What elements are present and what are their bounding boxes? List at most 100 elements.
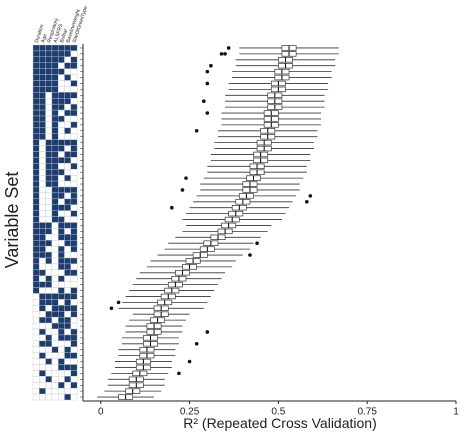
- heatmap-cell: [39, 387, 46, 395]
- heatmap-cell: [39, 346, 46, 353]
- heatmap-cell: [70, 109, 78, 117]
- heatmap-cell: [51, 370, 59, 377]
- heatmap-cell: [58, 346, 65, 353]
- heatmap-cell: [58, 210, 65, 217]
- heatmap-cell: [64, 328, 72, 336]
- heatmap-cell: [58, 169, 65, 176]
- heatmap-cell: [32, 358, 40, 365]
- heatmap-cell: [70, 133, 78, 140]
- heatmap-cell: [45, 228, 53, 235]
- heatmap-cell: [70, 352, 78, 359]
- heatmap-cell: [51, 387, 59, 395]
- heatmap-cell: [70, 163, 78, 170]
- heatmap-cell: [45, 198, 53, 205]
- heatmap-cell: [58, 133, 65, 140]
- heatmap-cell: [39, 382, 46, 389]
- heatmap-cell: [51, 234, 59, 241]
- heatmap-cell: [32, 192, 40, 200]
- heatmap-cell: [51, 103, 59, 111]
- heatmap-cell: [70, 216, 78, 223]
- heatmap-cell: [39, 86, 46, 93]
- heatmap-cell: [39, 80, 46, 87]
- heatmap-cell: [39, 216, 46, 223]
- heatmap-cell: [70, 204, 78, 211]
- heatmap-cell: [70, 234, 78, 241]
- heatmap-cell: [64, 352, 72, 359]
- heatmap-cell: [45, 245, 53, 253]
- heatmap-cell: [32, 387, 40, 395]
- heatmap-cell: [45, 145, 53, 152]
- heatmap-cell: [64, 157, 72, 164]
- heatmap-cell: [64, 180, 72, 188]
- heatmap-cell: [70, 275, 78, 282]
- heatmap-cell: [51, 56, 59, 63]
- heatmap-cell: [58, 115, 65, 123]
- heatmap-cell: [64, 376, 72, 383]
- heatmap-cell: [45, 346, 53, 353]
- outlier: [223, 52, 227, 56]
- heatmap-cell: [70, 145, 78, 152]
- heatmap-cell: [39, 145, 46, 152]
- heatmap-cell: [51, 139, 59, 146]
- heatmap-cell: [51, 145, 59, 152]
- heatmap-cell: [64, 139, 72, 146]
- heatmap-cell: [70, 263, 78, 271]
- heatmap-cell: [58, 328, 65, 336]
- heatmap-cell: [70, 299, 78, 306]
- heatmap-cell: [51, 109, 59, 117]
- heatmap-cell: [58, 228, 65, 235]
- heatmap-cell: [58, 68, 65, 75]
- heatmap-cell: [45, 334, 53, 342]
- heatmap-cell: [51, 316, 59, 324]
- heatmap-cell: [51, 382, 59, 389]
- heatmap-cell: [45, 44, 53, 52]
- heatmap-cell: [45, 86, 53, 93]
- outlier: [109, 306, 114, 311]
- heatmap-cell: [58, 352, 65, 359]
- heatmap-cell: [70, 364, 78, 371]
- heatmap-cell: [64, 358, 72, 365]
- heatmap-cell: [58, 387, 65, 395]
- heatmap-cell: [70, 169, 78, 176]
- heatmap-cell: [70, 98, 78, 105]
- heatmap-cell: [39, 275, 46, 282]
- heatmap-cell: [51, 121, 59, 129]
- heatmap-cell: [70, 50, 78, 58]
- heatmap-cell: [51, 240, 59, 247]
- heatmap-cell: [51, 210, 59, 217]
- heatmap-cell: [51, 222, 59, 229]
- heatmap-cell: [51, 334, 59, 342]
- heatmap-cell: [45, 133, 53, 140]
- heatmap-cell: [39, 151, 46, 158]
- heatmap-cell: [70, 316, 78, 324]
- heatmap-cell: [64, 98, 72, 105]
- heatmap-cell: [64, 257, 72, 265]
- heatmap-cell: [39, 121, 46, 129]
- heatmap-cell: [32, 121, 40, 129]
- heatmap-cell: [58, 98, 65, 105]
- heatmap-cell: [64, 316, 72, 324]
- heatmap-cell: [39, 299, 46, 306]
- heatmap-cell: [39, 157, 46, 164]
- heatmap-cell: [64, 346, 72, 353]
- heatmap-cell: [64, 186, 72, 194]
- heatmap-cell: [39, 328, 46, 336]
- heatmap-cell: [51, 133, 59, 140]
- heatmap-cell: [58, 56, 65, 63]
- heatmap-cell: [58, 50, 65, 58]
- heatmap-cell: [70, 127, 78, 134]
- heatmap-cell: [64, 370, 72, 377]
- heatmap-cell: [39, 240, 46, 247]
- heatmap-cell: [39, 334, 46, 342]
- heatmap-cell: [51, 44, 59, 52]
- heatmap-cell: [70, 245, 78, 253]
- heatmap-cell: [51, 204, 59, 211]
- heatmap-cell: [64, 204, 72, 211]
- heatmap-cell: [51, 322, 59, 330]
- heatmap-cell: [70, 210, 78, 217]
- heatmap-cell: [58, 180, 65, 188]
- heatmap-cell: [32, 305, 40, 312]
- heatmap-cell: [70, 103, 78, 111]
- heatmap-cell: [64, 216, 72, 223]
- heatmap-cell: [32, 322, 40, 330]
